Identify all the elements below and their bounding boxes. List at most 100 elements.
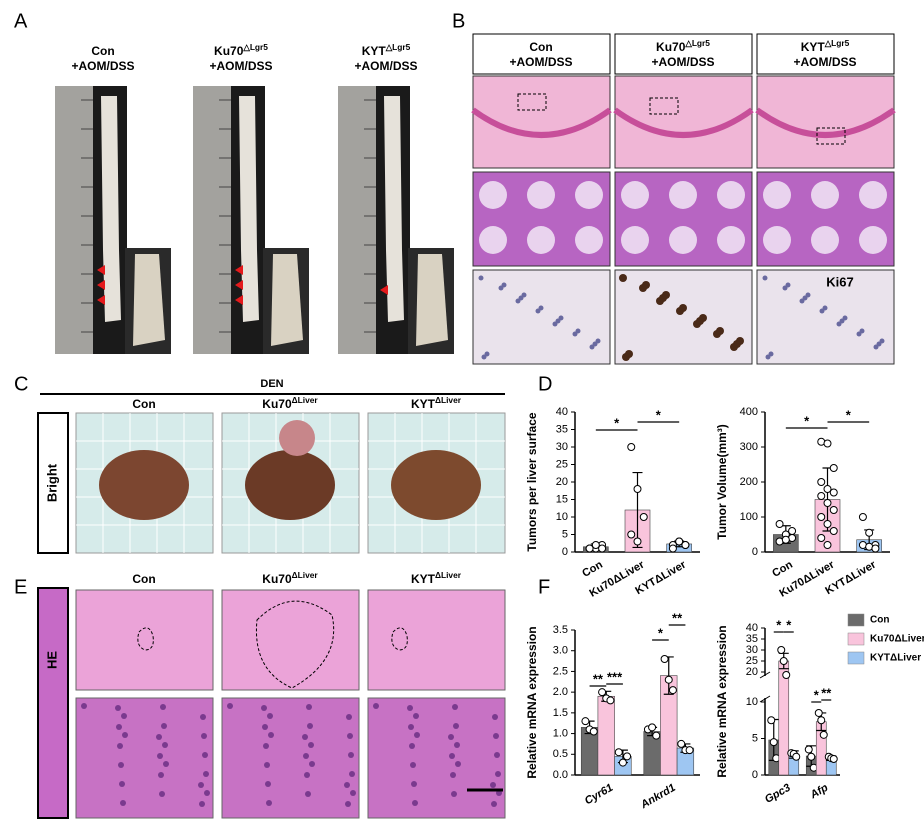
crypt [859, 226, 887, 254]
data-point [668, 544, 677, 553]
row-label: Bright [44, 463, 59, 502]
crypt [479, 226, 507, 254]
crypt [527, 226, 555, 254]
y-tick-label: 40 [746, 622, 758, 634]
nucleus [120, 800, 126, 806]
y-tick-label: 0 [752, 546, 758, 558]
data-point [627, 530, 636, 539]
nucleus [492, 714, 498, 720]
he-liver-high [367, 697, 506, 819]
label-text: Ku70 [214, 44, 244, 58]
y-tick-label: 35 [746, 633, 758, 645]
tissue-fold [755, 107, 896, 138]
arrow [97, 295, 105, 305]
nucleus [309, 761, 315, 767]
nucleus [449, 753, 455, 759]
nucleus [159, 791, 165, 797]
data-point [639, 513, 648, 521]
he-liver-low [367, 589, 506, 691]
nucleus [494, 752, 500, 758]
x-tick-label: Cyr61 [583, 782, 615, 808]
header-label: Con [132, 572, 155, 586]
header-label: KYTΔLiver [411, 395, 462, 411]
row-label-box [37, 587, 69, 819]
data-point [817, 534, 826, 542]
label-line2: +AOM/DSS [209, 59, 272, 73]
colon-tissue [384, 96, 404, 322]
label-text: Con [529, 40, 552, 54]
ihc-photo [756, 269, 895, 365]
x-tick-label: Con [580, 559, 605, 580]
he-liver-high [75, 697, 214, 819]
nucleus [122, 732, 128, 738]
y-tick-label: 5 [752, 732, 758, 744]
stained-nucleus [762, 275, 768, 281]
nucleus [157, 753, 163, 759]
nucleus [118, 762, 124, 768]
legend-swatch [847, 651, 865, 665]
panel-label: F [538, 576, 550, 598]
nucleus [412, 800, 418, 806]
nucleus [413, 713, 419, 719]
axis-break [759, 695, 771, 703]
significance-label: * [614, 415, 620, 430]
stained-nucleus [662, 291, 670, 299]
stained-nucleus [822, 305, 828, 311]
label-superscript: ΔLiver [435, 570, 462, 580]
nucleus [202, 752, 208, 758]
y-tick-label: 20 [746, 666, 758, 678]
data-point [823, 520, 832, 528]
data-point [865, 528, 874, 537]
nucleus [349, 771, 355, 777]
data-point [823, 499, 832, 507]
x-tick-label: Ankrd1 [638, 782, 678, 812]
nucleus [411, 781, 417, 787]
crypt [575, 226, 603, 254]
y-tick-label: 10 [556, 511, 568, 523]
data-point [792, 752, 801, 761]
label-text: Con [132, 397, 155, 411]
data-point [585, 544, 594, 553]
data-point [648, 723, 657, 732]
crypt [527, 181, 555, 209]
nucleus [350, 790, 356, 796]
significance-label: * [656, 407, 662, 422]
nucleus [373, 703, 379, 709]
arrow [235, 280, 243, 290]
label-line2: +AOM/DSS [793, 55, 856, 69]
data-point [618, 758, 627, 767]
nucleus [203, 771, 209, 777]
header-label: Ku70ΔLiver [262, 395, 318, 411]
y-tick-label: 2.5 [553, 665, 568, 677]
data-point [598, 544, 607, 553]
nucleus [453, 723, 459, 729]
stained-nucleus [501, 282, 507, 288]
header-box [472, 33, 611, 75]
nucleus [115, 705, 121, 711]
data-point [589, 727, 598, 736]
crypt [669, 181, 697, 209]
row-label: HE [44, 651, 59, 669]
stained-nucleus [805, 292, 811, 298]
legend-label: Con [870, 615, 889, 626]
stain-label: Ki67 [826, 274, 853, 289]
nucleus [160, 704, 166, 710]
data-point [829, 464, 838, 472]
nucleus [451, 791, 457, 797]
nucleus [119, 781, 125, 787]
crypt [621, 226, 649, 254]
stained-nucleus [521, 292, 527, 298]
data-point [606, 696, 615, 705]
y-tick-label: 30 [556, 441, 568, 453]
header-label: KYT△Lgr5 +AOM/DSS [354, 42, 417, 73]
label-text: Con [132, 572, 155, 586]
significance-label: ** [672, 610, 683, 625]
stained-nucleus [736, 337, 744, 345]
nucleus [263, 743, 269, 749]
data-point [633, 485, 642, 493]
nucleus [308, 742, 314, 748]
nucleus [201, 733, 207, 739]
nucleus [268, 732, 274, 738]
data-point [829, 488, 838, 497]
